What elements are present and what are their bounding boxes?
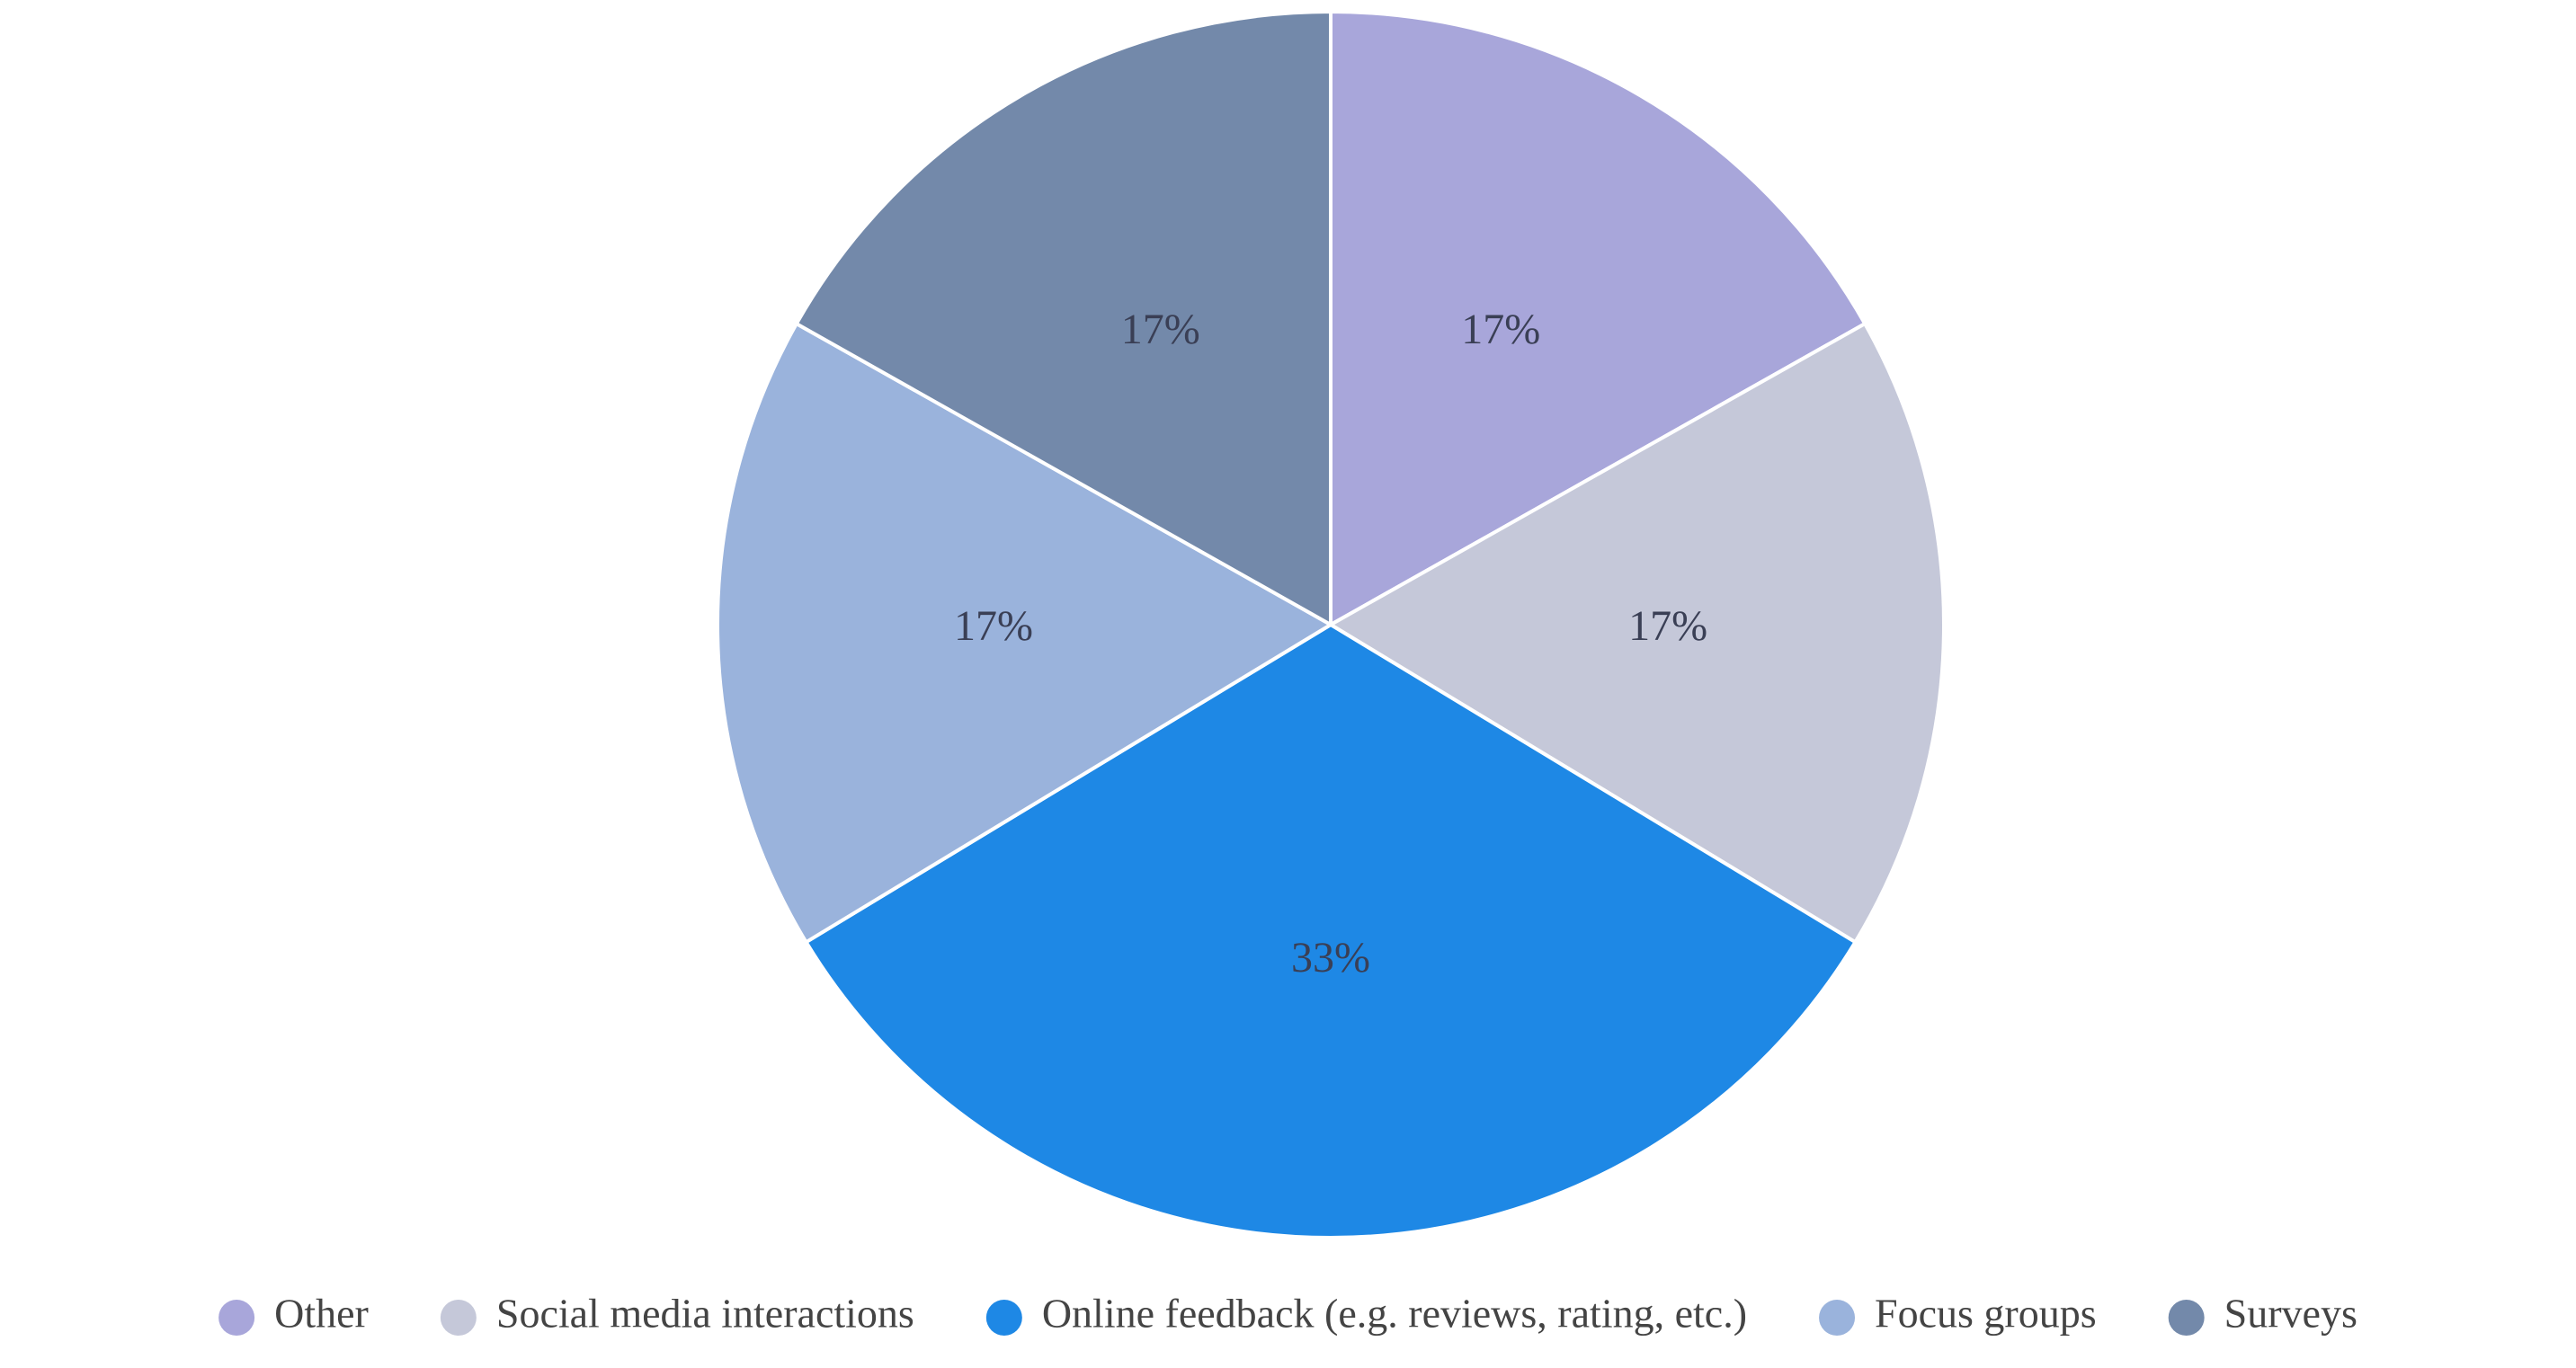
legend-label: Social media interactions <box>496 1291 914 1337</box>
legend-label: Focus groups <box>1875 1291 2097 1337</box>
pie-slice-focus-groups[interactable] <box>716 321 1334 945</box>
legend-swatch <box>440 1300 477 1336</box>
slice-label-surveys: 17% <box>1121 306 1200 353</box>
legend: Other Social media interactions Online fee… <box>218 1291 2358 1337</box>
legend-swatch <box>985 1300 1022 1336</box>
legend-swatch <box>1819 1300 1856 1336</box>
slice-label-social-media-interactions: 17% <box>1628 602 1707 650</box>
legend-label: Other <box>274 1291 369 1337</box>
legend-label: Online feedback (e.g. reviews, rating, e… <box>1042 1291 1747 1337</box>
legend-label: Surveys <box>2224 1291 2358 1337</box>
slice-label-online-feedback-e-g-reviews-rating-etc: 33% <box>1291 934 1370 982</box>
legend-swatch <box>2168 1300 2205 1336</box>
legend-item-focus-groups[interactable]: Focus groups <box>1819 1291 2097 1337</box>
pie-slices <box>716 9 1946 1239</box>
slice-label-focus-groups: 17% <box>954 602 1033 650</box>
pie-slice-social-media-interactions[interactable] <box>1327 321 1946 945</box>
legend-item-social-media-interactions[interactable]: Social media interactions <box>440 1291 914 1337</box>
legend-item-surveys[interactable]: Surveys <box>2168 1291 2358 1337</box>
legend-swatch <box>218 1300 255 1336</box>
pie-slice-labels: 17% 17% 33% 17% 17% <box>954 306 1707 982</box>
pie-slice-other[interactable] <box>1329 9 1867 628</box>
pie-slice-online-feedback-e-g-reviews-rating-etc[interactable] <box>803 622 1858 1239</box>
slice-label-other: 17% <box>1461 306 1540 353</box>
legend-item-online-feedback-e-g-reviews-rating-etc[interactable]: Online feedback (e.g. reviews, rating, e… <box>985 1291 1747 1337</box>
legend-item-other[interactable]: Other <box>218 1291 369 1337</box>
pie-slice-surveys[interactable] <box>794 9 1333 628</box>
